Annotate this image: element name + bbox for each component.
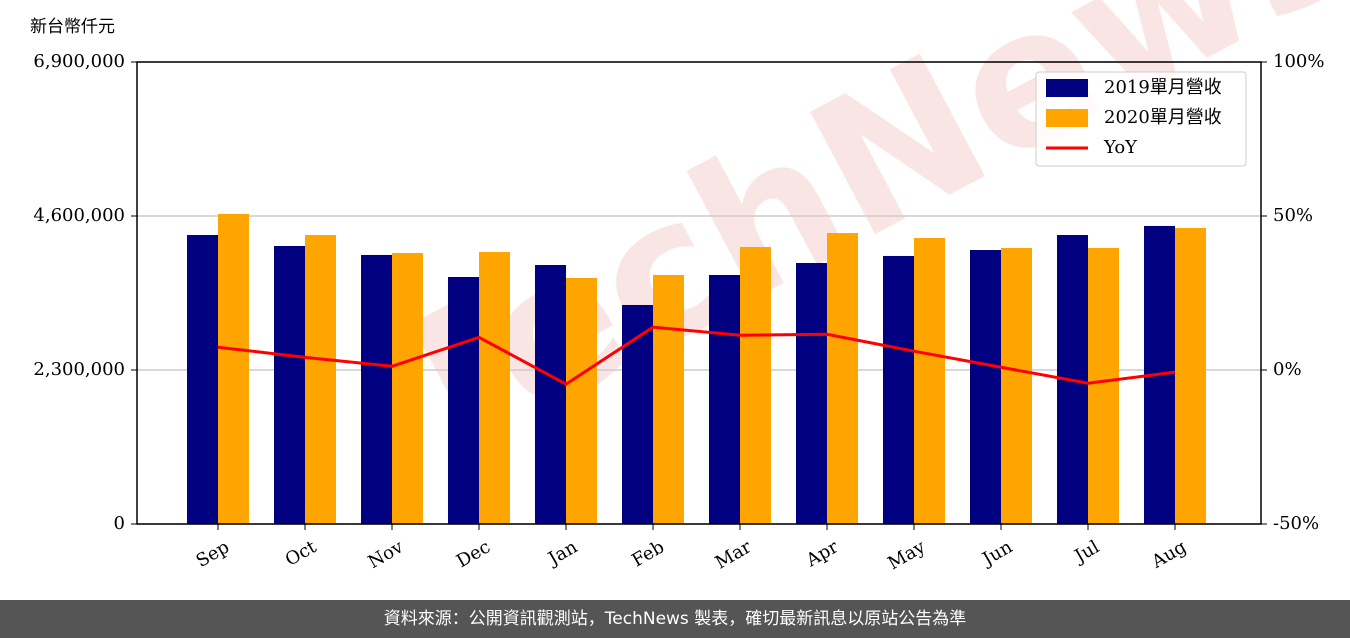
legend-label: 2019單月營收 xyxy=(1104,77,1222,98)
x-tick-label: Jan xyxy=(543,536,581,570)
bar xyxy=(1088,248,1119,524)
line xyxy=(217,325,1176,386)
y2-tick-label: 0% xyxy=(1273,359,1302,380)
bar xyxy=(740,247,771,525)
bar xyxy=(1175,227,1206,524)
bar xyxy=(535,265,566,524)
bar xyxy=(827,233,858,524)
bar xyxy=(392,253,423,524)
y2-tick-label: 50% xyxy=(1273,205,1313,226)
chart: TechNews 新台幣仟元 02,300,0004,600,0006,900,… xyxy=(30,0,1350,574)
footer: 資料來源：公開資訊觀測站，TechNews 製表，確切最新訊息以原站公告為準 xyxy=(0,600,1350,638)
bar xyxy=(566,278,597,524)
bar xyxy=(914,238,945,525)
legend-swatch xyxy=(1046,109,1088,127)
y2-tick-label: -50% xyxy=(1273,513,1319,534)
bar xyxy=(622,304,653,524)
plot-frame xyxy=(136,61,1262,525)
y-tick-label: 6,900,000 xyxy=(33,51,125,72)
y-tick-label: 4,600,000 xyxy=(33,205,125,226)
x-tick-label: Feb xyxy=(628,536,668,571)
bar xyxy=(361,254,392,524)
x-tick-label: Oct xyxy=(282,536,321,571)
y2-tick-label: 100% xyxy=(1273,51,1324,72)
bar xyxy=(1001,248,1032,524)
bar xyxy=(883,255,914,525)
bar xyxy=(970,250,1001,524)
legend-box xyxy=(1035,71,1247,167)
bar xyxy=(218,213,249,524)
legend-label: 2020單月營收 xyxy=(1104,107,1222,128)
legend-label: YoY xyxy=(1103,137,1138,158)
x-tick-label: Mar xyxy=(712,536,756,573)
legend-swatch xyxy=(1046,79,1088,97)
x-tick-label: Jul xyxy=(1069,536,1103,568)
x-tick-label: Apr xyxy=(802,536,842,571)
bar xyxy=(709,274,740,524)
y-tick-label: 2,300,000 xyxy=(33,359,125,380)
bar xyxy=(479,252,510,524)
bar xyxy=(448,276,479,524)
x-tick-label: Nov xyxy=(365,536,408,573)
y-tick-label: 0 xyxy=(114,513,125,534)
x-tick-label: Jun xyxy=(977,536,1016,571)
bar xyxy=(305,235,336,524)
bar xyxy=(187,235,218,524)
x-tick-label: Dec xyxy=(453,536,494,572)
y-axis-unit: 新台幣仟元 xyxy=(30,17,115,37)
x-tick-label: Aug xyxy=(1147,536,1190,573)
bar xyxy=(274,245,305,524)
bar xyxy=(653,274,684,524)
x-tick-label: Sep xyxy=(193,536,233,571)
x-tick-label: May xyxy=(884,536,929,574)
bar xyxy=(796,263,827,524)
